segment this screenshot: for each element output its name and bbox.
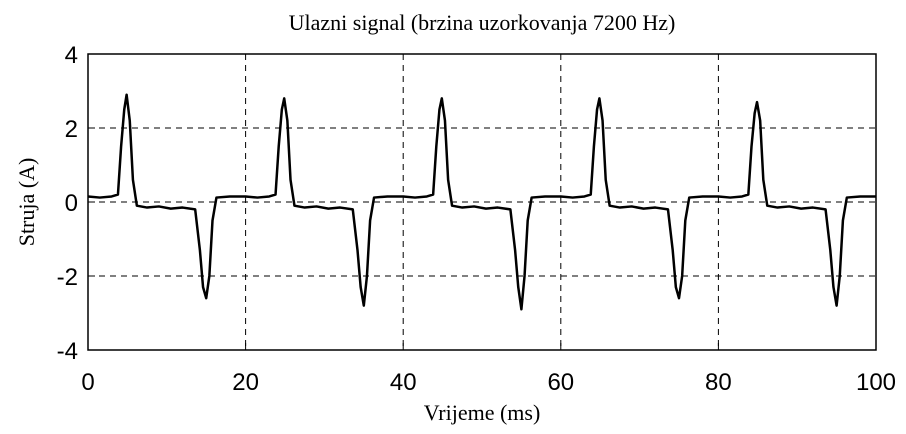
y-tick-label: -2 (57, 264, 78, 291)
plot-frame (87, 53, 877, 351)
x-tick-label: 100 (856, 369, 896, 396)
x-tick-label: 0 (81, 369, 94, 396)
signal-line (87, 93, 876, 311)
x-axis-label: Vrijeme (ms) (424, 400, 541, 425)
y-tick-label: 0 (65, 190, 78, 217)
y-tick-label: 4 (65, 42, 78, 69)
x-tick-label: 20 (232, 369, 259, 396)
chart-title: Ulazni signal (brzina uzorkovanja 7200 H… (289, 10, 676, 35)
y-tick-label: 2 (65, 116, 78, 143)
x-tick-label: 60 (547, 369, 574, 396)
x-tick-label: 40 (390, 369, 417, 396)
x-tick-label: 80 (705, 369, 732, 396)
y-tick-label: -4 (57, 338, 78, 365)
y-axis-label: Struja (A) (14, 158, 39, 247)
